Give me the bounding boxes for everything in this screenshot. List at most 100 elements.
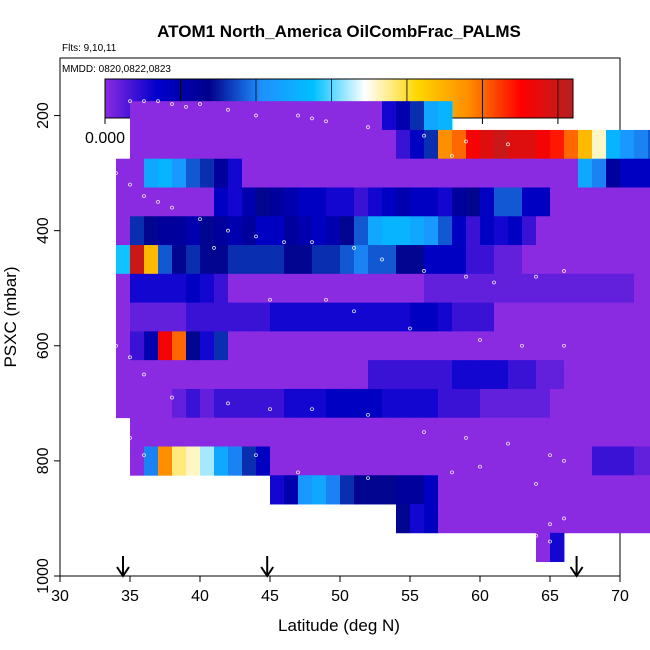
heatmap-cell — [312, 331, 327, 361]
heatmap-cell — [396, 446, 411, 476]
heatmap-cell — [172, 101, 187, 131]
sample-point — [534, 482, 538, 486]
heatmap-cell — [340, 187, 355, 217]
heatmap-cell — [270, 388, 285, 419]
heatmap-cell — [508, 158, 523, 188]
heatmap-cell — [494, 388, 509, 419]
heatmap-cell — [326, 446, 341, 476]
heatmap-cell — [424, 388, 439, 419]
heatmap-cell — [172, 446, 187, 476]
heatmap-cell — [550, 388, 565, 419]
heatmap-cell — [326, 417, 341, 447]
heatmap-cell — [158, 360, 173, 390]
heatmap-cell — [340, 446, 355, 476]
heatmap-cell — [116, 360, 131, 390]
heatmap-cell — [368, 331, 383, 361]
sample-point — [156, 199, 160, 204]
heatmap-cell — [340, 417, 355, 447]
heatmap-cell — [354, 331, 369, 361]
heatmap-cell — [396, 129, 411, 160]
heatmap-cell — [270, 129, 285, 160]
heatmap-cell — [242, 245, 257, 275]
heatmap-cell — [256, 446, 271, 476]
heatmap-cell — [256, 245, 271, 275]
heatmap-cell — [242, 101, 257, 131]
heatmap-cell — [536, 331, 551, 361]
heatmap-cell — [452, 417, 467, 447]
heatmap-cell — [396, 388, 411, 419]
heatmap-cell — [424, 158, 439, 188]
heatmap-cell — [200, 388, 215, 419]
heatmap-cell — [340, 158, 355, 188]
heatmap-cell — [550, 446, 565, 476]
heatmap-cell — [172, 360, 187, 390]
heatmap-cell — [550, 245, 565, 275]
sample-point — [548, 522, 552, 527]
heatmap-cell — [606, 187, 621, 217]
heatmap-cell — [606, 158, 621, 188]
sample-point — [478, 464, 482, 469]
heatmap-cell — [396, 273, 411, 304]
heatmap-cell — [340, 331, 355, 361]
heatmap-cell — [368, 245, 383, 275]
heatmap-cell — [354, 417, 369, 447]
sample-point — [296, 470, 300, 475]
heatmap-cell — [368, 187, 383, 217]
heatmap-cell — [186, 245, 201, 275]
heatmap-cell — [564, 273, 579, 304]
heatmap-cell — [466, 158, 481, 188]
heatmap-cell — [592, 475, 607, 505]
heatmap-cell — [452, 158, 467, 188]
heatmap-cell — [424, 302, 439, 332]
heatmap-cell — [550, 273, 565, 304]
heatmap-cell — [648, 245, 650, 275]
sample-point — [478, 338, 482, 342]
heatmap-cell — [620, 187, 635, 217]
heatmap-cell — [256, 187, 271, 217]
heatmap-cell — [522, 273, 537, 304]
x-tick-label: 60 — [471, 588, 489, 605]
heatmap-cell — [606, 245, 621, 275]
heatmap-cell — [424, 504, 439, 534]
sample-point — [450, 153, 454, 158]
heatmap-cell — [368, 475, 383, 505]
sample-point — [422, 269, 426, 273]
sample-point — [506, 142, 510, 147]
heatmap-cell — [592, 331, 607, 361]
heatmap-cell — [634, 129, 649, 160]
heatmap-cell — [606, 216, 621, 246]
heatmap-cell — [648, 446, 650, 476]
x-tick-label: 40 — [191, 588, 209, 605]
heatmap-cell — [480, 245, 495, 275]
heatmap-cell — [550, 331, 565, 361]
heatmap-cell — [438, 158, 453, 188]
heatmap-cell — [270, 245, 285, 275]
sample-points — [114, 99, 566, 544]
heatmap-cell — [466, 446, 481, 476]
heatmap-cell — [172, 216, 187, 246]
heatmap-cell — [172, 302, 187, 332]
heatmap-cell — [578, 158, 593, 188]
heatmap-cell — [424, 187, 439, 217]
sample-point — [114, 171, 118, 176]
heatmap-cell — [242, 216, 257, 246]
heatmap-cell — [354, 360, 369, 390]
flight-arrow-head — [569, 566, 584, 578]
heatmap-cell — [144, 187, 159, 217]
heatmap-cell — [438, 302, 453, 332]
heatmap-cell — [382, 417, 397, 447]
heatmap-cell — [536, 504, 551, 534]
heatmap-cell — [480, 187, 495, 217]
heatmap-cell — [396, 302, 411, 332]
heatmap-cell — [340, 360, 355, 390]
heatmap-cell — [270, 360, 285, 390]
heatmap-cell — [200, 302, 215, 332]
heatmap-cell — [144, 446, 159, 476]
heatmap-cell — [494, 187, 509, 217]
heatmap-cell — [410, 446, 425, 476]
heatmap-cell — [228, 129, 243, 160]
heatmap-cell — [116, 187, 131, 217]
heatmap-cell — [480, 302, 495, 332]
heatmap-cell — [158, 446, 173, 476]
heatmap-cell — [424, 101, 439, 131]
